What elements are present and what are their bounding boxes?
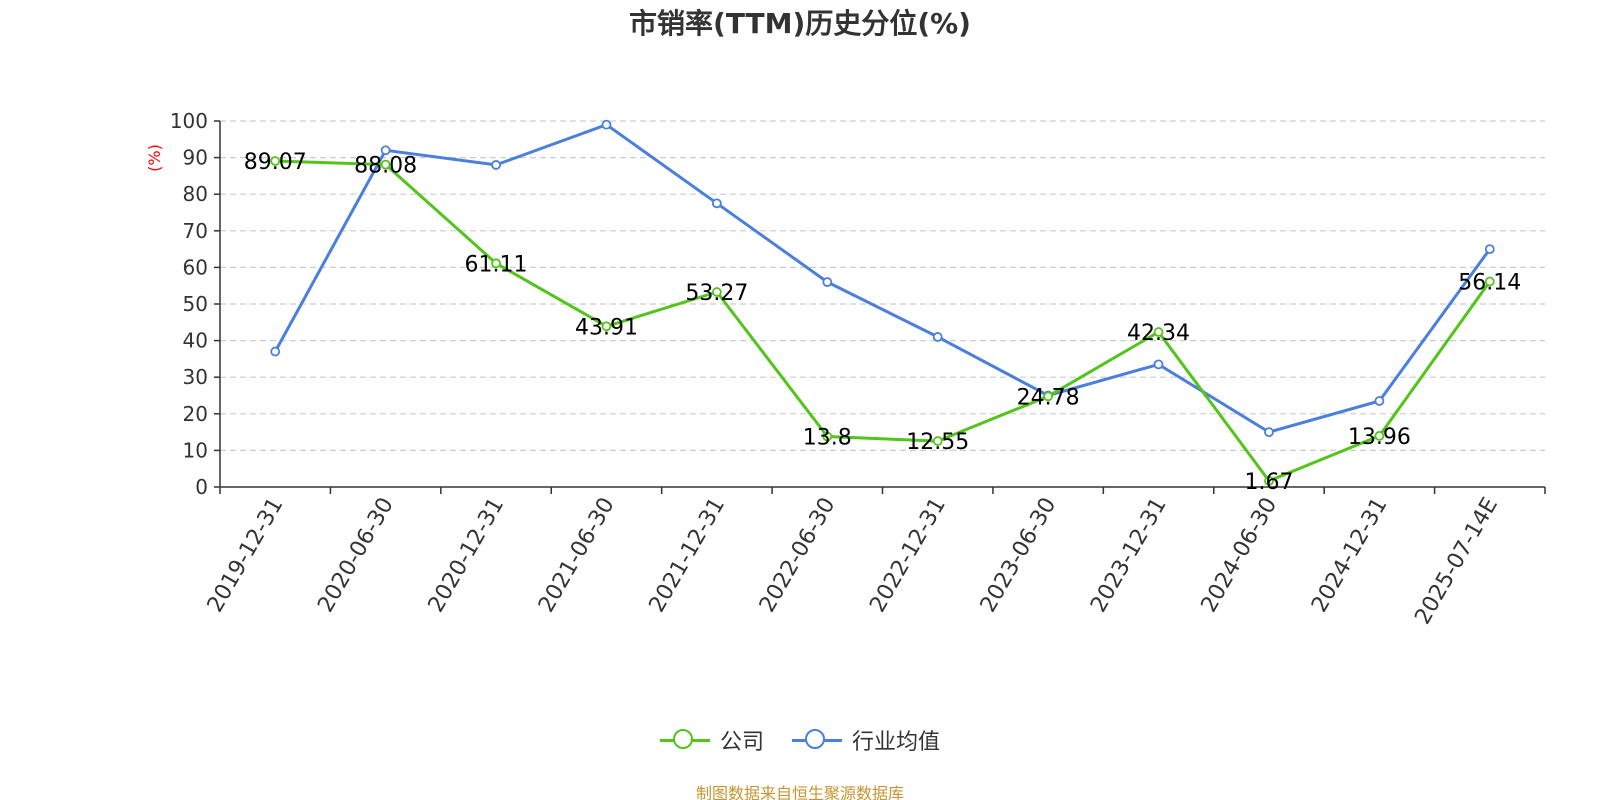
- x-tick-label: 2023-12-31: [1086, 494, 1172, 617]
- data-point-company: [1264, 475, 1274, 486]
- x-tick-label: 2023-06-30: [976, 494, 1062, 617]
- data-point-industry: [822, 277, 833, 287]
- y-tick-label: 50: [183, 292, 208, 316]
- data-point-company: [822, 431, 833, 442]
- legend-label-industry: 行业均值: [852, 730, 941, 755]
- data-point-industry: [711, 198, 722, 209]
- y-tick-label: 40: [183, 329, 208, 353]
- y-tick-label: 0: [195, 475, 208, 499]
- data-point-industry: [380, 145, 391, 156]
- data-label: 13.96: [1348, 425, 1411, 450]
- data-label: 89.07: [244, 150, 307, 175]
- y-tick-label: 90: [183, 146, 208, 170]
- series-line-industry: [273, 123, 1492, 434]
- y-tick-label: 60: [183, 255, 208, 279]
- y-tick-label: 20: [183, 402, 208, 426]
- data-point-industry: [1374, 396, 1385, 406]
- data-point-company: [380, 159, 391, 170]
- y-tick-label: 100: [170, 109, 208, 133]
- data-label: 43.91: [575, 315, 638, 340]
- data-label: 53.27: [685, 281, 748, 306]
- data-label: 1.67: [1244, 470, 1293, 495]
- legend-item-industry[interactable]: 行业均值: [792, 724, 940, 756]
- data-label: 56.14: [1458, 271, 1521, 296]
- data-point-company: [1043, 391, 1054, 402]
- data-point-industry: [491, 160, 501, 170]
- x-tick-label: 2022-06-30: [755, 494, 841, 617]
- grid-layer: [220, 120, 1545, 451]
- x-tick-label: 2019-12-31: [203, 494, 289, 617]
- y-tick-label: 30: [183, 365, 208, 389]
- chart-title: 市销率(TTM)历史分位(%): [629, 7, 971, 40]
- data-point-company: [711, 287, 722, 297]
- y-tick-label: 80: [183, 182, 208, 206]
- legend-label-company: 公司: [719, 730, 764, 755]
- source-note: 制图数据来自恒生聚源数据库: [695, 784, 904, 800]
- data-point-company: [601, 321, 612, 332]
- legend-item-company[interactable]: 公司: [659, 724, 764, 756]
- x-tick-label: 2024-12-31: [1307, 494, 1393, 617]
- data-label: 13.8: [803, 425, 852, 450]
- data-label: 42.34: [1127, 321, 1190, 346]
- data-point-company: [1484, 276, 1495, 287]
- data-point-industry: [1264, 427, 1274, 438]
- legend-swatch-company: [659, 728, 710, 752]
- axis-layer: 0 10 20 30 40 50 60 70 80 90 100 2019-12-31 2020-06-…: [170, 109, 1546, 629]
- legend-swatch-industry: [792, 728, 842, 752]
- x-tick-label: 2025-07-14E: [1410, 494, 1503, 629]
- data-point-company: [270, 156, 281, 166]
- series-line-company: [275, 159, 1492, 483]
- label-layer: 89.07 88.08 61.11 43.91 53.27 13.8 12.55 24.78 4…: [244, 150, 1522, 495]
- data-point-company: [1153, 327, 1164, 337]
- data-label: 12.55: [906, 430, 969, 455]
- data-point-industry: [932, 332, 943, 342]
- data-point-company: [932, 436, 943, 446]
- x-tick-label: 2021-06-30: [534, 494, 620, 617]
- legend: 公司 行业均值: [0, 720, 1600, 760]
- x-tick-label: 2021-12-31: [644, 494, 730, 617]
- data-point-industry: [1153, 359, 1164, 370]
- series-layer: [270, 119, 1495, 486]
- data-point-industry: [270, 346, 281, 357]
- data-label: 61.11: [465, 252, 528, 277]
- data-point-company: [1374, 431, 1385, 441]
- data-label: 88.08: [354, 154, 417, 179]
- data-label: 24.78: [1017, 385, 1080, 410]
- x-tick-label: 2024-06-30: [1197, 494, 1283, 617]
- x-tick-label: 2020-06-30: [313, 494, 399, 617]
- x-tick-label: 2022-12-31: [865, 493, 951, 616]
- data-point-industry: [601, 119, 612, 130]
- data-point-company: [491, 258, 501, 269]
- data-point-industry: [1484, 244, 1495, 255]
- x-tick-label: 2020-12-31: [424, 493, 510, 616]
- y-tick-label: 70: [183, 219, 208, 243]
- y-tick-label: 10: [183, 438, 208, 462]
